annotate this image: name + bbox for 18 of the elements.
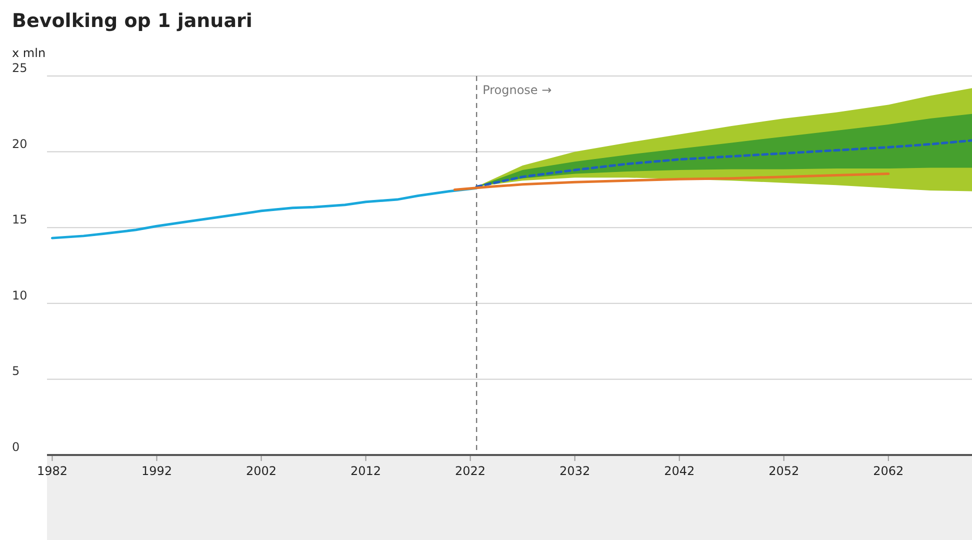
y-tick-label: 10 <box>12 288 28 302</box>
chart-title: Bevolking op 1 januari <box>12 10 252 32</box>
x-tick-label: 1992 <box>141 464 172 478</box>
x-tick-label: 2012 <box>350 464 382 478</box>
x-tick-label: 2032 <box>560 464 590 478</box>
y-axis-title: x mln <box>12 46 46 60</box>
x-tick-label: 2022 <box>455 464 486 478</box>
y-tick-label: 5 <box>12 364 20 378</box>
x-tick-label: 2062 <box>873 464 904 478</box>
x-tick-label: 2042 <box>664 464 695 478</box>
y-tick-label: 20 <box>12 136 28 151</box>
ref-line-label: Prognose → <box>482 83 552 97</box>
x-tick-label: 1982 <box>36 464 68 478</box>
y-tick-label: 25 <box>12 61 28 75</box>
x-tick-label: 2052 <box>768 464 800 478</box>
x-tick-label: 2002 <box>246 464 277 478</box>
y-tick-label: 15 <box>12 212 28 227</box>
y-tick-label: 0 <box>12 440 20 454</box>
